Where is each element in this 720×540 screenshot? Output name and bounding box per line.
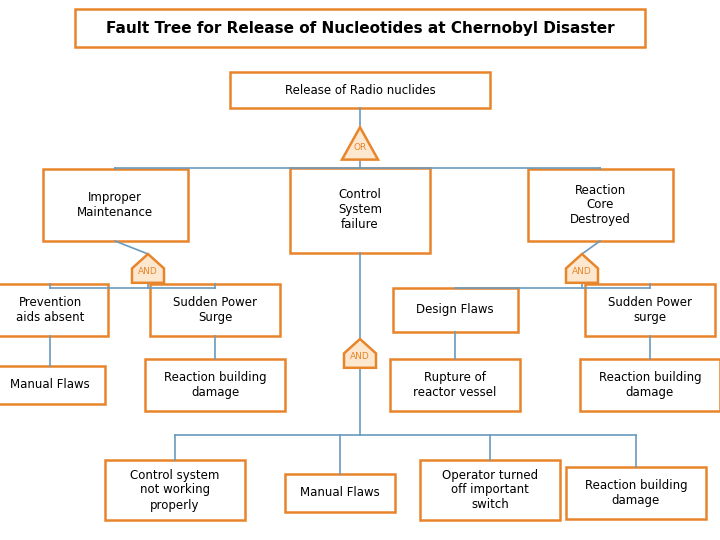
Text: AND: AND bbox=[572, 267, 592, 276]
Text: AND: AND bbox=[350, 352, 370, 361]
Polygon shape bbox=[344, 339, 376, 368]
Text: AND: AND bbox=[138, 267, 158, 276]
FancyBboxPatch shape bbox=[420, 460, 560, 520]
Text: Reaction building
damage: Reaction building damage bbox=[599, 371, 701, 399]
FancyBboxPatch shape bbox=[150, 284, 280, 336]
Text: Design Flaws: Design Flaws bbox=[416, 303, 494, 316]
FancyBboxPatch shape bbox=[0, 284, 107, 336]
Text: Sudden Power
Surge: Sudden Power Surge bbox=[173, 296, 257, 324]
FancyBboxPatch shape bbox=[585, 284, 715, 336]
FancyBboxPatch shape bbox=[230, 72, 490, 108]
Text: Reaction building
damage: Reaction building damage bbox=[585, 479, 688, 507]
Text: Manual Flaws: Manual Flaws bbox=[10, 379, 90, 392]
FancyBboxPatch shape bbox=[0, 366, 105, 404]
Text: Improper
Maintenance: Improper Maintenance bbox=[77, 191, 153, 219]
Polygon shape bbox=[132, 254, 164, 283]
Text: Sudden Power
surge: Sudden Power surge bbox=[608, 296, 692, 324]
FancyBboxPatch shape bbox=[285, 474, 395, 512]
FancyBboxPatch shape bbox=[528, 169, 672, 241]
FancyBboxPatch shape bbox=[145, 359, 285, 411]
Text: Operator turned
off important
switch: Operator turned off important switch bbox=[442, 469, 538, 511]
FancyBboxPatch shape bbox=[105, 460, 245, 520]
Text: Prevention
aids absent: Prevention aids absent bbox=[16, 296, 84, 324]
FancyBboxPatch shape bbox=[390, 359, 520, 411]
Text: Control system
not working
properly: Control system not working properly bbox=[130, 469, 220, 511]
Text: Release of Radio nuclides: Release of Radio nuclides bbox=[284, 84, 436, 97]
Text: Control
System
failure: Control System failure bbox=[338, 188, 382, 232]
Text: Rupture of
reactor vessel: Rupture of reactor vessel bbox=[413, 371, 497, 399]
Polygon shape bbox=[566, 254, 598, 283]
FancyBboxPatch shape bbox=[566, 467, 706, 519]
FancyBboxPatch shape bbox=[290, 167, 430, 253]
Text: Fault Tree for Release of Nucleotides at Chernobyl Disaster: Fault Tree for Release of Nucleotides at… bbox=[106, 21, 614, 36]
Text: OR: OR bbox=[354, 143, 366, 152]
Polygon shape bbox=[342, 127, 378, 160]
FancyBboxPatch shape bbox=[392, 288, 518, 332]
FancyBboxPatch shape bbox=[42, 169, 187, 241]
FancyBboxPatch shape bbox=[75, 9, 645, 47]
Text: Manual Flaws: Manual Flaws bbox=[300, 487, 380, 500]
Text: Reaction building
damage: Reaction building damage bbox=[163, 371, 266, 399]
FancyBboxPatch shape bbox=[580, 359, 720, 411]
Text: Reaction
Core
Destroyed: Reaction Core Destroyed bbox=[570, 184, 631, 226]
